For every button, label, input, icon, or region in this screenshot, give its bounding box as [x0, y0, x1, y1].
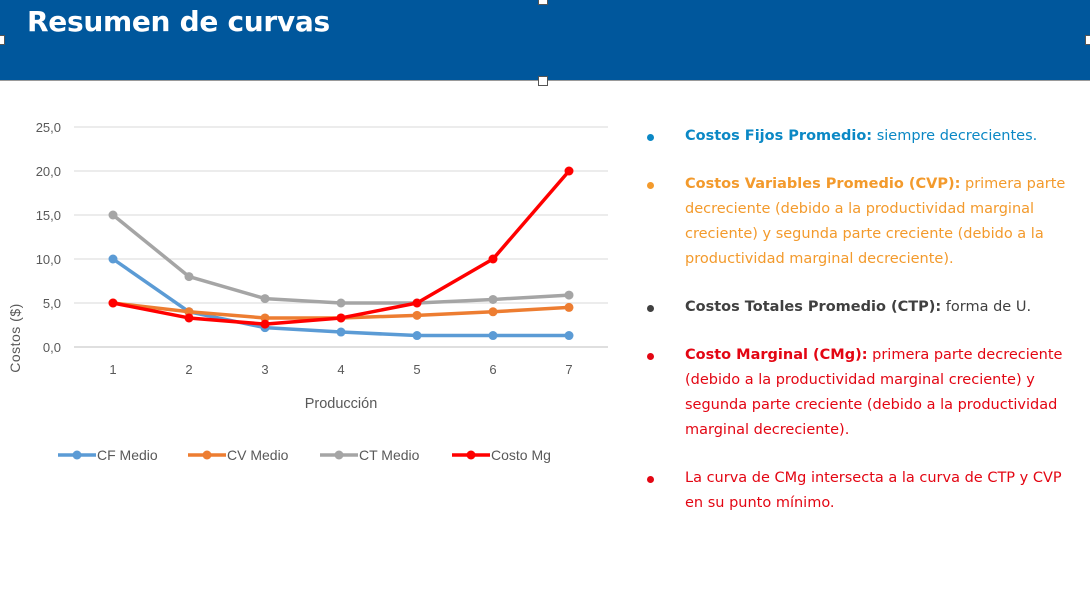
bullet-dot-icon — [647, 476, 654, 483]
data-point — [336, 298, 346, 308]
data-point — [488, 307, 498, 317]
y-axis-label: Costos ($) — [7, 303, 23, 373]
series-ct-medio — [108, 210, 574, 308]
bullet-dot-icon — [647, 134, 654, 141]
resize-handle-top[interactable] — [538, 0, 548, 5]
data-point — [260, 313, 270, 323]
data-point — [488, 331, 498, 341]
legend-marker — [72, 450, 82, 460]
x-tick-label: 3 — [261, 362, 268, 377]
data-point — [488, 254, 498, 264]
bullet-item: Costos Fijos Promedio: siempre decrecien… — [647, 124, 1077, 149]
bullet-item: Costo Marginal (CMg): primera parte decr… — [647, 343, 1077, 443]
data-point — [564, 302, 574, 312]
chart-legend: CF Medio CV Medio CT Medio Costo Mg — [58, 447, 551, 463]
legend-label: CV Medio — [227, 447, 289, 463]
legend-marker — [334, 450, 344, 460]
legend-label: Costo Mg — [491, 447, 551, 463]
data-point — [564, 166, 574, 176]
legend-marker — [466, 450, 476, 460]
y-tick-label: 0,0 — [43, 340, 61, 355]
x-tick-label: 5 — [413, 362, 420, 377]
legend-item: CV Medio — [188, 447, 289, 463]
page-title: Resumen de curvas — [27, 5, 330, 38]
resize-handle-left[interactable] — [0, 35, 5, 45]
data-point — [336, 327, 346, 337]
legend-marker — [202, 450, 212, 460]
x-tick-label: 7 — [565, 362, 572, 377]
x-tick-label: 2 — [185, 362, 192, 377]
bullet-dot-icon — [647, 353, 654, 360]
resize-handle-right[interactable] — [1085, 35, 1090, 45]
legend-item: CF Medio — [58, 447, 158, 463]
cost-curves-chart: 25,0 20,0 15,0 10,0 5,0 0,0 1 2 3 4 5 6 7 Costos ($… — [7, 120, 608, 463]
bullet-text: La curva de CMg intersecta a la curva de… — [685, 470, 1062, 511]
legend-item: CT Medio — [320, 447, 420, 463]
bullet-text: primera parte decreciente (debido a la p… — [685, 347, 1063, 438]
y-tick-label: 25,0 — [36, 120, 61, 135]
x-tick-label: 4 — [337, 362, 344, 377]
data-point — [184, 307, 194, 317]
data-point — [184, 272, 194, 282]
data-point — [260, 294, 270, 304]
x-axis-label: Producción — [305, 396, 378, 412]
bullet-item: La curva de CMg intersecta a la curva de… — [647, 466, 1077, 516]
data-point — [412, 310, 422, 320]
legend-item: Costo Mg — [452, 447, 551, 463]
bullet-item: Costos Totales Promedio (CTP): forma de … — [647, 295, 1077, 320]
y-tick-label: 5,0 — [43, 296, 61, 311]
bullet-dot-icon — [647, 305, 654, 312]
y-axis-ticks: 25,0 20,0 15,0 10,0 5,0 0,0 — [36, 120, 61, 355]
series-costo-mg — [108, 166, 574, 329]
bullet-item: Costos Variables Promedio (CVP): primera… — [647, 172, 1077, 272]
x-axis-ticks: 1 2 3 4 5 6 7 — [109, 362, 572, 377]
y-tick-label: 20,0 — [36, 164, 61, 179]
bullet-heading: Costo Marginal (CMg): — [685, 347, 868, 363]
x-tick-label: 1 — [109, 362, 116, 377]
data-point — [412, 298, 422, 308]
bullet-text: siempre decrecientes. — [872, 128, 1038, 144]
data-point — [260, 319, 270, 329]
data-point — [108, 298, 118, 308]
legend-label: CF Medio — [97, 447, 158, 463]
y-tick-label: 15,0 — [36, 208, 61, 223]
data-point — [184, 313, 194, 323]
bullet-heading: Costos Fijos Promedio: — [685, 128, 873, 144]
bullet-text: forma de U. — [941, 299, 1032, 315]
data-point — [488, 294, 498, 304]
title-banner: Resumen de curvas — [0, 0, 1090, 81]
data-point — [564, 290, 574, 300]
bullet-dot-icon — [647, 182, 654, 189]
chart-series — [108, 166, 574, 341]
data-point — [336, 313, 346, 323]
bullet-heading: Costos Variables Promedio (CVP): — [685, 176, 961, 192]
bullet-text: primera parte decreciente (debido a la p… — [685, 176, 1066, 267]
data-point — [108, 254, 118, 264]
summary-bullet-list: Costos Fijos Promedio: siempre decrecien… — [647, 124, 1077, 516]
y-tick-label: 10,0 — [36, 252, 61, 267]
bullet-heading: Costos Totales Promedio (CTP): — [685, 299, 942, 315]
x-tick-label: 6 — [489, 362, 496, 377]
legend-label: CT Medio — [359, 447, 420, 463]
data-point — [564, 331, 574, 341]
data-point — [108, 210, 118, 220]
resize-handle-bottom[interactable] — [538, 76, 548, 86]
data-point — [412, 331, 422, 341]
